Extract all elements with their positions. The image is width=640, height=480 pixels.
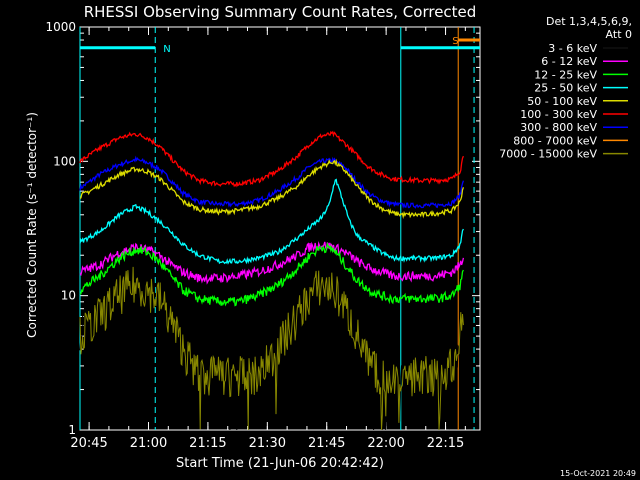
x-tick-label: 21:30 xyxy=(249,436,286,451)
x-tick-label: 20:45 xyxy=(70,436,107,451)
y-tick-label: 100 xyxy=(53,154,76,168)
x-tick-label: 21:45 xyxy=(308,436,345,451)
legend-label: 800 - 7000 keV xyxy=(513,134,597,147)
legend-label: 6 - 12 keV xyxy=(541,55,597,68)
legend-header-line2: Att 0 xyxy=(606,28,632,41)
series-line xyxy=(79,266,464,431)
legend-header-line1: Det 1,3,4,5,6,9, xyxy=(546,15,632,28)
y-tick-label: 1 xyxy=(68,423,76,437)
legend-label: 300 - 800 keV xyxy=(520,121,597,134)
x-axis-label: Start Time (21-Jun-06 20:42:42) xyxy=(176,456,384,471)
series-line xyxy=(79,130,465,188)
x-tick-label: 22:00 xyxy=(367,436,404,451)
series-line xyxy=(79,242,464,307)
legend-label: 7000 - 15000 keV xyxy=(499,148,597,161)
flag-label: N xyxy=(163,44,170,55)
legend-label: 25 - 50 keV xyxy=(534,82,597,95)
legend-label: 50 - 100 keV xyxy=(527,95,597,108)
plot-area: 1 10 100 1000 20:45 21:00 21:15 21:30 21:45 22:00… xyxy=(45,20,481,451)
chart-title: RHESSI Observing Summary Count Rates, Co… xyxy=(84,3,477,21)
series-line xyxy=(79,178,464,265)
y-tick-label: 10 xyxy=(61,289,76,303)
legend-label: 100 - 300 keV xyxy=(520,108,597,121)
legend-label: 3 - 6 keV xyxy=(548,42,597,55)
series-line xyxy=(79,158,465,220)
legend-label: 12 - 25 keV xyxy=(534,68,597,81)
x-tick-label: 22:15 xyxy=(427,436,464,451)
x-tick-label: 21:00 xyxy=(130,436,167,451)
timestamp: 15-Oct-2021 20:49 xyxy=(560,469,636,478)
x-tick-label: 21:15 xyxy=(189,436,226,451)
flag-label: S xyxy=(452,36,458,47)
y-tick-label: 1000 xyxy=(45,20,76,34)
series-line xyxy=(79,155,465,209)
y-axis-label: Corrected Count Rate (s⁻¹ detector⁻¹) xyxy=(25,112,39,338)
